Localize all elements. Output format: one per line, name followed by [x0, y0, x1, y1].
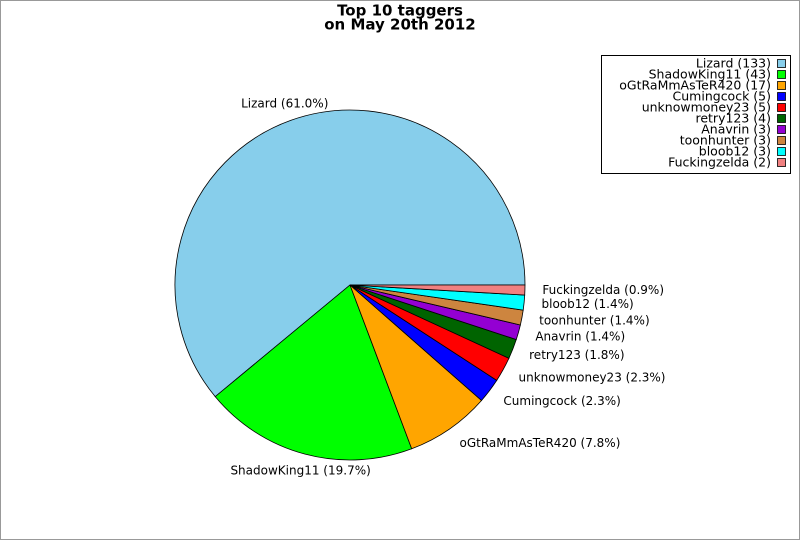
- legend-label: bloob12 (3): [699, 144, 771, 159]
- legend-swatch: [777, 147, 786, 156]
- slice-label: bloob12 (1.4%): [542, 297, 634, 311]
- legend-label: toonhunter (3): [680, 133, 771, 148]
- slice-label: Fuckingzelda (0.9%): [542, 283, 664, 297]
- legend-label: retry123 (4): [695, 111, 771, 126]
- pie-slice: [174, 109, 526, 398]
- chart-title: on May 20th 2012: [324, 16, 476, 34]
- legend-label: ShadowKing11 (43): [649, 67, 771, 82]
- legend-swatch: [777, 158, 786, 167]
- slice-label: Lizard (61.0%): [241, 96, 328, 110]
- slice-label: unknowmoney23 (2.3%): [519, 371, 666, 385]
- slice-label: ShadowKing11 (19.7%): [230, 464, 370, 478]
- legend-swatch: [777, 81, 786, 90]
- legend-swatch: [777, 92, 786, 101]
- pie-slice: [349, 284, 526, 296]
- legend-swatch: [777, 136, 786, 145]
- legend-label: unknowmoney23 (5): [642, 100, 771, 115]
- slice-label: Anavrin (1.4%): [535, 330, 625, 344]
- legend-swatch: [777, 103, 786, 112]
- slice-label: oGtRaMmAsTeR420 (7.8%): [460, 436, 621, 450]
- legend-label: Fuckingzelda (2): [668, 155, 771, 170]
- legend-swatch: [777, 114, 786, 123]
- legend-label: Anavrin (3): [701, 122, 771, 137]
- legend-swatch: [777, 125, 786, 134]
- legend-swatch: [777, 59, 786, 68]
- legend-label: Lizard (133): [696, 56, 771, 71]
- legend-label: oGtRaMmAsTeR420 (17): [619, 78, 771, 93]
- slice-label: retry123 (1.8%): [529, 348, 624, 362]
- slice-label: Cumingcock (2.3%): [503, 394, 620, 408]
- pie-slice: [214, 284, 413, 461]
- chart-title: Top 10 taggers: [337, 2, 463, 20]
- legend-label: Cumingcock (5): [673, 89, 771, 104]
- legend-box: [601, 55, 791, 174]
- slice-label: toonhunter (1.4%): [539, 313, 650, 327]
- legend-swatch: [777, 70, 786, 79]
